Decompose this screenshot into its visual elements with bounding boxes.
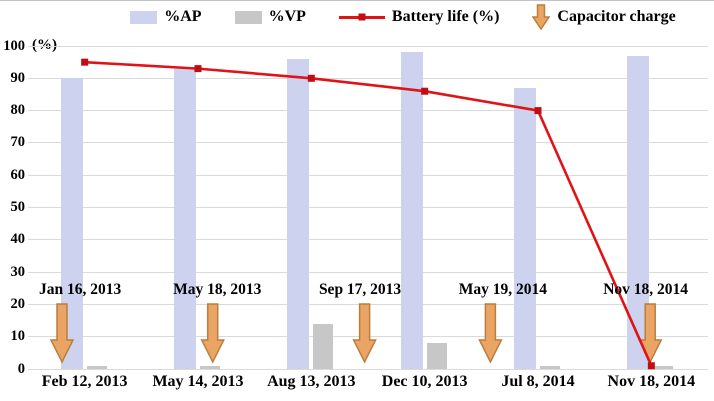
battery-life-marker [194,65,202,73]
legend-item-ap: %AP [130,8,202,26]
capacitor-charge-arrow [478,303,503,364]
gridline [28,110,708,112]
battery-life-marker [421,87,429,95]
y-tick-label: 0 [17,360,25,377]
legend-label-vp: %VP [268,8,306,25]
bar-ap [287,58,310,369]
y-tick-label: 30 [10,263,26,280]
capacitor-charge-arrow [352,303,377,364]
legend: %AP %VP Battery life (%) Capacitor charg… [92,4,714,30]
bar-vp [426,343,447,369]
x-tick-label: Feb 12, 2013 [41,373,128,390]
y-tick-label: 60 [10,166,26,183]
gridline [28,239,708,241]
y-tick-label: 70 [10,134,26,151]
capacitor-charge-label: Nov 18, 2014 [603,281,689,298]
bar-ap [514,87,536,369]
vp-bar-swatch [234,10,262,24]
capacitor-arrow-icon [532,4,551,30]
battery-life-marker [534,107,542,115]
legend-label-ap: %AP [164,8,202,25]
ap-bar-swatch [130,10,158,24]
battery-line-swatch [338,13,385,21]
capacitor-charge-label: Jan 16, 2013 [39,281,122,298]
legend-item-vp: %VP [234,8,306,26]
capacitor-arrow-shape [532,4,551,30]
bar-vp [200,365,220,369]
x-tick-label: Aug 13, 2013 [267,373,356,390]
y-tick-label: 80 [10,102,26,119]
y-axis-unit-label: (%) [32,37,57,53]
gridline [28,174,708,176]
y-tick-label: 10 [10,328,26,345]
gridline [28,368,708,370]
x-tick-label: Jul 8, 2014 [501,373,575,390]
legend-label-capacitor: Capacitor charge [557,8,676,25]
x-tick-label: Dec 10, 2013 [381,373,468,390]
bar-vp [313,323,334,369]
bar-vp [86,365,107,369]
bar-ap [627,55,650,369]
y-tick-label: 50 [10,199,26,215]
y-tick-label: 100 [3,37,25,54]
x-tick-label: May 14, 2013 [152,373,244,390]
capacitor-charge-arrow [200,303,225,364]
gridline [28,271,708,273]
bar-ap [400,52,423,369]
battery-life-marker [81,58,89,66]
bar-ap [60,78,83,369]
capacitor-charge-label: May 18, 2013 [173,281,262,298]
capacitor-charge-label: Sep 17, 2013 [318,281,402,298]
gridline [28,207,708,208]
gridline [28,142,708,144]
gridline [28,77,708,79]
capacitor-charge-arrow [637,303,663,364]
legend-label-battery: Battery life (%) [391,8,500,25]
bar-ap [174,68,196,369]
battery-life-marker [647,362,655,370]
line-and-arrow-layer [49,58,663,370]
plot-area [28,45,708,370]
capacitor-charge-label: May 19, 2014 [458,281,547,298]
gridline [28,45,708,47]
battery-line-marker [358,13,366,21]
capacitor-charge-arrow [49,303,75,364]
y-tick-label: 40 [10,231,26,248]
battery-life-line [84,60,653,367]
legend-item-capacitor: Capacitor charge [532,4,676,30]
battery-life-marker [307,74,315,82]
legend-item-battery: Battery life (%) [338,8,500,26]
y-tick-label: 90 [10,69,26,86]
bar-vp [653,365,674,369]
y-tick-label: 20 [10,295,26,312]
bar-vp [540,365,560,369]
x-tick-label: Nov 18, 2014 [607,373,696,390]
